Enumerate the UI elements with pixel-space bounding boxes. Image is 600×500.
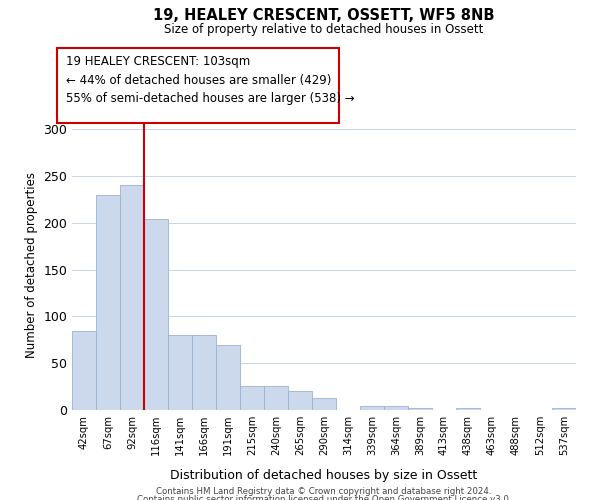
Text: 19, HEALEY CRESCENT, OSSETT, WF5 8NB: 19, HEALEY CRESCENT, OSSETT, WF5 8NB <box>153 8 495 22</box>
Text: Size of property relative to detached houses in Ossett: Size of property relative to detached ho… <box>164 22 484 36</box>
Bar <box>408 408 432 410</box>
Bar <box>312 398 336 410</box>
Text: Distribution of detached houses by size in Ossett: Distribution of detached houses by size … <box>170 470 478 482</box>
Y-axis label: Number of detached properties: Number of detached properties <box>25 172 38 358</box>
Bar <box>384 406 408 410</box>
Text: ← 44% of detached houses are smaller (429): ← 44% of detached houses are smaller (42… <box>66 74 331 87</box>
Bar <box>240 386 264 410</box>
Bar <box>120 186 144 410</box>
Bar <box>192 335 216 410</box>
Bar <box>168 335 192 410</box>
Text: Contains public sector information licensed under the Open Government Licence v3: Contains public sector information licen… <box>137 495 511 500</box>
Bar <box>552 408 576 410</box>
Text: Contains HM Land Registry data © Crown copyright and database right 2024.: Contains HM Land Registry data © Crown c… <box>156 488 492 496</box>
Bar <box>360 406 384 410</box>
Bar <box>72 332 96 410</box>
Text: 19 HEALEY CRESCENT: 103sqm: 19 HEALEY CRESCENT: 103sqm <box>66 55 250 68</box>
Bar <box>288 392 312 410</box>
Bar <box>264 386 288 410</box>
Bar <box>456 408 480 410</box>
Text: 55% of semi-detached houses are larger (538) →: 55% of semi-detached houses are larger (… <box>66 92 355 106</box>
Bar <box>96 195 120 410</box>
Bar <box>144 219 168 410</box>
Bar <box>216 346 240 410</box>
